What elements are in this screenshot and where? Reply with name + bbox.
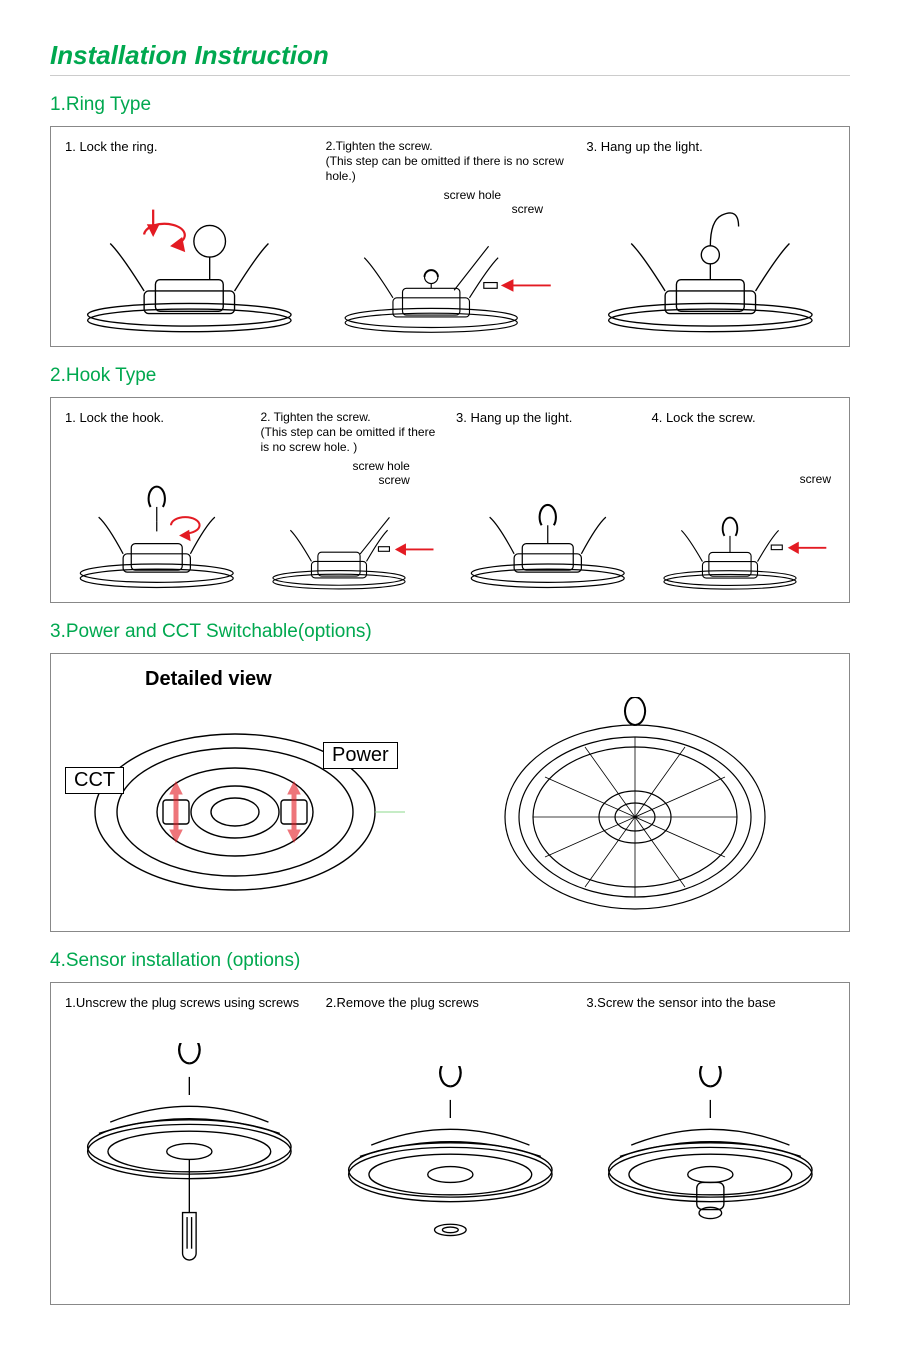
s1-step1-diagram [65,187,314,334]
s1-step1-caption: 1. Lock the ring. [65,139,314,183]
s4-step1-caption: 1.Unscrew the plug screws using screws [65,995,314,1039]
s1-step3-diagram [586,187,835,334]
s4-step2-caption: 2.Remove the plug screws [326,995,575,1039]
s1-step3: 3. Hang up the light. [586,139,835,334]
s1-step3-caption: 3. Hang up the light. [586,139,835,183]
label-screw-hole: screw hole [444,188,501,202]
s2-step2-caption: 2. Tighten the screw. (This step can be … [261,410,445,455]
s4-step3: 3.Screw the sensor into the base [586,995,835,1292]
section1-panel: 1. Lock the ring. [50,126,850,347]
s2-step4: 4. Lock the screw. screw [652,410,836,591]
label-screw-hole-2: screw hole [353,459,410,473]
s4-step2: 2.Remove the plug screws [326,995,575,1292]
s2-step4-caption: 4. Lock the screw. [652,410,836,454]
detailed-view-diagram: CCT Power [65,712,405,902]
s2-step1-diagram [65,458,249,591]
s4-step2-diagram [326,1043,575,1292]
s1-step2-caption: 2.Tighten the screw. (This step can be o… [326,139,575,184]
label-screw-4: screw [800,472,831,486]
s1-step1: 1. Lock the ring. [65,139,314,334]
s4-step3-caption: 3.Screw the sensor into the base [586,995,835,1039]
s2-step3-diagram [456,458,640,591]
s2-step1: 1. Lock the hook. [65,410,249,591]
label-screw: screw [512,202,543,216]
s4-step3-diagram [586,1043,835,1292]
s2-step2: 2. Tighten the screw. (This step can be … [261,410,445,591]
s2-step2-diagram [261,477,445,591]
s2-step3-caption: 3. Hang up the light. [456,410,640,454]
s4-step1-diagram [65,1043,314,1292]
s2-step3: 3. Hang up the light. [456,410,640,591]
full-view-diagram [435,697,835,917]
s1-step2-diagram [326,206,575,334]
section3-panel: Detailed view [50,653,850,932]
s1-step2: 2.Tighten the screw. (This step can be o… [326,139,575,334]
section4-heading: 4.Sensor installation (options) [50,950,850,972]
power-label: Power [323,742,398,769]
section1-heading: 1.Ring Type [50,94,850,116]
section3-heading: 3.Power and CCT Switchable(options) [50,621,850,643]
s2-step4-diagram [652,476,836,591]
page-title: Installation Instruction [50,40,850,76]
label-screw-2: screw [379,473,410,487]
section4-panel: 1.Unscrew the plug screws using screws [50,982,850,1305]
section2-panel: 1. Lock the hook. [50,397,850,604]
s2-step1-caption: 1. Lock the hook. [65,410,249,454]
s4-step1: 1.Unscrew the plug screws using screws [65,995,314,1292]
cct-label: CCT [65,767,124,794]
detailed-view-title: Detailed view [145,668,835,691]
section2-heading: 2.Hook Type [50,365,850,387]
